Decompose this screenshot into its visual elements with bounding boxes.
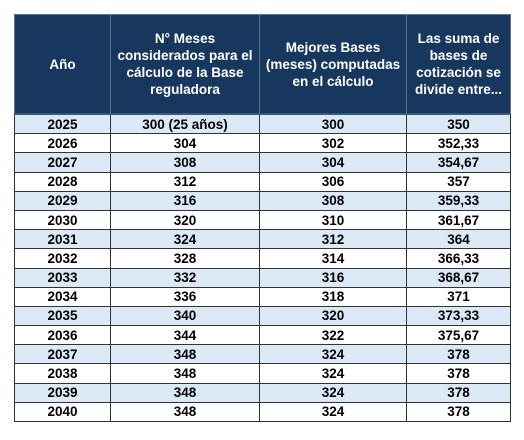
table-row: 2031 324 312 364 <box>14 229 511 250</box>
cell-best-bases: 304 <box>259 152 407 173</box>
table-row: 2038 348 324 378 <box>14 363 511 384</box>
cell-best-bases: 324 <box>259 401 407 423</box>
table-row: 2028 312 306 357 <box>14 171 511 192</box>
table-header: Año N° Meses considerados para el cálcul… <box>14 14 511 115</box>
cell-divisor: 352,33 <box>406 133 511 154</box>
cell-months: 348 <box>110 382 260 403</box>
cell-best-bases: 300 <box>259 113 407 135</box>
table-row: 2039 348 324 378 <box>14 382 511 403</box>
cell-best-bases: 318 <box>259 286 407 307</box>
table-row: 2029 316 308 359,33 <box>14 190 511 211</box>
table-row: 2040 348 324 378 <box>14 401 511 423</box>
cell-best-bases: 314 <box>259 248 407 269</box>
header-months-considered: N° Meses considerados para el cálculo de… <box>110 14 260 115</box>
table-row: 2037 348 324 378 <box>14 344 511 365</box>
header-best-bases: Mejores Bases (meses) computadas en el c… <box>259 14 407 115</box>
cell-best-bases: 312 <box>259 229 407 250</box>
cell-year: 2028 <box>14 171 111 192</box>
cell-divisor: 366,33 <box>406 248 511 269</box>
header-year: Año <box>14 14 111 115</box>
cell-months: 312 <box>110 171 260 192</box>
cell-divisor: 364 <box>406 229 511 250</box>
cell-year: 2035 <box>14 305 111 327</box>
cell-months: 324 <box>110 229 260 250</box>
cell-months: 348 <box>110 363 260 384</box>
table-row: 2025 300 (25 años) 300 350 <box>14 113 511 135</box>
cell-year: 2036 <box>14 325 111 346</box>
cell-best-bases: 310 <box>259 209 407 231</box>
cell-best-bases: 316 <box>259 267 407 288</box>
cell-best-bases: 320 <box>259 305 407 327</box>
cell-year: 2026 <box>14 133 111 154</box>
cell-best-bases: 324 <box>259 382 407 403</box>
table-row: 2026 304 302 352,33 <box>14 133 511 154</box>
cell-year: 2030 <box>14 209 111 231</box>
table-row: 2027 308 304 354,67 <box>14 152 511 173</box>
cell-months: 344 <box>110 325 260 346</box>
cell-year: 2029 <box>14 190 111 211</box>
table-row: 2032 328 314 366,33 <box>14 248 511 269</box>
cell-year: 2032 <box>14 248 111 269</box>
cell-months: 336 <box>110 286 260 307</box>
cell-divisor: 357 <box>406 171 511 192</box>
cell-divisor: 378 <box>406 401 511 423</box>
table-row: 2036 344 322 375,67 <box>14 325 511 346</box>
header-divisor: Las suma de bases de cotización se divid… <box>406 14 511 115</box>
cell-divisor: 371 <box>406 286 511 307</box>
cell-months: 300 (25 años) <box>110 113 260 135</box>
cell-months: 348 <box>110 344 260 365</box>
cell-divisor: 350 <box>406 113 511 135</box>
header-row: Año N° Meses considerados para el cálcul… <box>14 14 511 115</box>
cell-divisor: 373,33 <box>406 305 511 327</box>
table-row: 2033 332 316 368,67 <box>14 267 511 288</box>
table-row: 2035 340 320 373,33 <box>14 305 511 327</box>
cell-best-bases: 302 <box>259 133 407 154</box>
cell-best-bases: 324 <box>259 344 407 365</box>
cell-divisor: 361,67 <box>406 209 511 231</box>
table-row: 2030 320 310 361,67 <box>14 209 511 231</box>
cell-months: 320 <box>110 209 260 231</box>
cell-divisor: 378 <box>406 344 511 365</box>
cell-divisor: 378 <box>406 363 511 384</box>
cell-months: 348 <box>110 401 260 423</box>
cell-months: 340 <box>110 305 260 327</box>
cell-best-bases: 324 <box>259 363 407 384</box>
cell-year: 2027 <box>14 152 111 173</box>
cell-year: 2037 <box>14 344 111 365</box>
cell-year: 2040 <box>14 401 111 423</box>
cell-divisor: 368,67 <box>406 267 511 288</box>
pension-base-table: Año N° Meses considerados para el cálcul… <box>14 14 511 423</box>
cell-year: 2034 <box>14 286 111 307</box>
cell-months: 328 <box>110 248 260 269</box>
cell-year: 2025 <box>14 113 111 135</box>
cell-months: 332 <box>110 267 260 288</box>
cell-divisor: 354,67 <box>406 152 511 173</box>
cell-best-bases: 322 <box>259 325 407 346</box>
cell-year: 2039 <box>14 382 111 403</box>
cell-months: 316 <box>110 190 260 211</box>
cell-divisor: 359,33 <box>406 190 511 211</box>
table-row: 2034 336 318 371 <box>14 286 511 307</box>
cell-divisor: 378 <box>406 382 511 403</box>
table-body: 2025 300 (25 años) 300 350 2026 304 302 352,33… <box>14 113 511 423</box>
cell-year: 2031 <box>14 229 111 250</box>
cell-divisor: 375,67 <box>406 325 511 346</box>
cell-months: 308 <box>110 152 260 173</box>
cell-months: 304 <box>110 133 260 154</box>
cell-year: 2033 <box>14 267 111 288</box>
table-container: Año N° Meses considerados para el cálcul… <box>14 14 511 423</box>
cell-best-bases: 308 <box>259 190 407 211</box>
cell-year: 2038 <box>14 363 111 384</box>
cell-best-bases: 306 <box>259 171 407 192</box>
